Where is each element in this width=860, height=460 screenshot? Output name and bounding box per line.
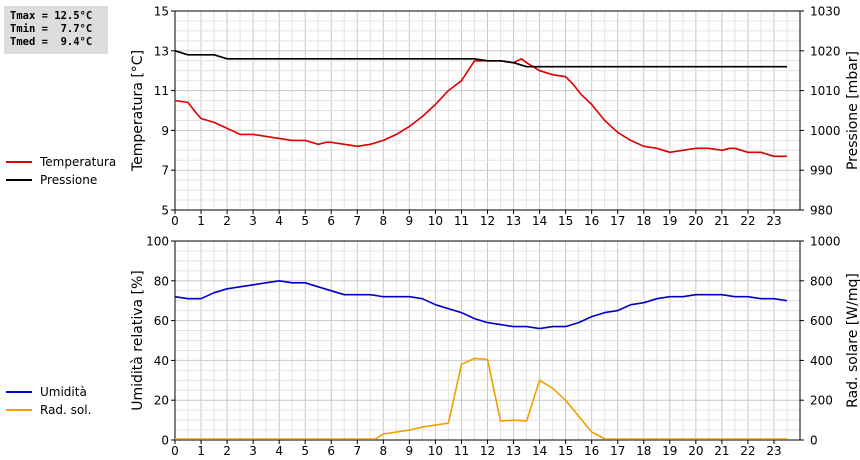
x-tick-label: 17 <box>610 214 625 228</box>
legend-swatch-umidita <box>6 391 32 393</box>
x-tick-label: 8 <box>380 214 388 228</box>
y-tick-label-right: 200 <box>810 394 833 408</box>
x-tick-label: 20 <box>688 214 703 228</box>
x-tick-label: 0 <box>171 444 179 458</box>
y-tick-label-left: 20 <box>154 394 169 408</box>
series-line-umidit <box>174 279 788 330</box>
y-tick-label-right: 1000 <box>810 235 841 249</box>
y-tick-label-right: 600 <box>810 314 833 328</box>
x-tick-label: 5 <box>301 444 309 458</box>
y-axis-title-left: Umidità relativa [%] <box>130 270 146 411</box>
legend-swatch-temperatura <box>6 161 32 163</box>
x-tick-label: 18 <box>636 444 651 458</box>
y-tick-label-right: 400 <box>810 354 833 368</box>
y-axis-title-right: Rad. solare [W/mq] <box>845 273 860 408</box>
y-tick-label-left: 100 <box>146 235 169 249</box>
x-tick-label: 6 <box>327 444 335 458</box>
y-tick-label-left: 11 <box>154 84 169 98</box>
x-tick-label: 23 <box>766 444 781 458</box>
y-tick-label-right: 990 <box>810 164 833 178</box>
x-tick-label: 1 <box>197 444 205 458</box>
legend-label-umidita: Umidità <box>40 385 87 399</box>
y-axis-title-left: Temperatura [°C] <box>130 50 146 172</box>
x-tick-label: 21 <box>714 444 729 458</box>
x-tick-label: 3 <box>249 214 257 228</box>
stats-box: Tmax = 12.5°C Tmin = 7.7°C Tmed = 9.4°C <box>4 6 108 54</box>
series-line-pressione <box>174 50 787 68</box>
legend-swatch-rad-sol <box>6 409 32 411</box>
legend-label-pressione: Pressione <box>40 173 98 187</box>
y-tick-label-left: 0 <box>161 434 169 448</box>
x-tick-label: 16 <box>584 444 599 458</box>
stat-tmed: Tmed = 9.4°C <box>10 36 93 48</box>
y-tick-label-left: 60 <box>154 314 169 328</box>
y-tick-label-right: 1000 <box>810 124 841 138</box>
y-tick-label-left: 9 <box>161 124 169 138</box>
y-tick-label-right: 1010 <box>810 84 841 98</box>
y-tick-label-left: 80 <box>154 274 169 288</box>
y-tick-label-right: 0 <box>810 434 818 448</box>
x-tick-label: 13 <box>506 444 521 458</box>
x-tick-label: 15 <box>558 214 573 228</box>
y-tick-label-right: 1020 <box>810 44 841 58</box>
x-tick-label: 19 <box>662 444 677 458</box>
legend-label-rad-sol: Rad. sol. <box>40 403 92 417</box>
x-tick-label: 11 <box>454 444 469 458</box>
x-tick-label: 10 <box>428 214 443 228</box>
x-tick-label: 8 <box>380 444 388 458</box>
legend-temperatura: Temperatura <box>6 154 116 170</box>
x-tick-label: 2 <box>223 214 231 228</box>
series-line-rad-sol <box>175 357 787 440</box>
y-tick-label-left: 15 <box>154 5 169 19</box>
stat-tmax: Tmax = 12.5°C <box>10 10 93 22</box>
y-tick-label-right: 800 <box>810 274 833 288</box>
x-tick-label: 3 <box>249 444 257 458</box>
x-tick-label: 14 <box>532 214 547 228</box>
x-tick-label: 0 <box>171 214 179 228</box>
temp-pressure-chart: 0 1 2 3 4 5 6 7 8 9 10 11 12 13 14 15 16 17 18 19 20 21 22 2357… <box>130 5 860 229</box>
y-tick-label-left: 5 <box>161 204 169 218</box>
x-tick-label: 6 <box>327 214 335 228</box>
x-tick-label: 12 <box>480 444 495 458</box>
legend-umidita: Umidità <box>6 384 87 400</box>
x-tick-label: 17 <box>610 444 625 458</box>
stat-tmin: Tmin = 7.7°C <box>10 23 93 35</box>
legend-pressione: Pressione <box>6 172 97 188</box>
x-tick-label: 10 <box>428 444 443 458</box>
y-tick-label-left: 13 <box>154 44 169 58</box>
y-axis-title-right: Pressione [mbar] <box>845 51 860 170</box>
x-tick-label: 21 <box>714 214 729 228</box>
x-tick-label: 22 <box>740 444 755 458</box>
x-tick-label: 13 <box>506 214 521 228</box>
x-tick-label: 16 <box>584 214 599 228</box>
humidity-radiation-chart: 0 1 2 3 4 5 6 7 8 9 10 11 12 13 14 15 16 17 18 19 20 21 22 2302… <box>130 235 860 459</box>
x-tick-label: 5 <box>301 214 309 228</box>
x-tick-label: 14 <box>532 444 547 458</box>
x-tick-label: 2 <box>223 444 231 458</box>
x-tick-label: 9 <box>406 444 414 458</box>
series-line-temperatura <box>174 57 787 158</box>
x-tick-label: 20 <box>688 444 703 458</box>
legend-rad-sol: Rad. sol. <box>6 402 91 418</box>
x-tick-label: 11 <box>454 214 469 228</box>
x-tick-label: 18 <box>636 214 651 228</box>
x-tick-label: 7 <box>353 444 361 458</box>
y-tick-label-right: 980 <box>810 204 833 218</box>
x-tick-label: 7 <box>353 214 361 228</box>
y-tick-label-left: 7 <box>161 164 169 178</box>
x-tick-label: 4 <box>275 444 283 458</box>
legend-swatch-pressione <box>6 179 32 181</box>
x-tick-label: 4 <box>275 214 283 228</box>
y-tick-label-right: 1030 <box>810 5 841 19</box>
y-tick-label-left: 40 <box>154 354 169 368</box>
x-tick-label: 12 <box>480 214 495 228</box>
x-tick-label: 9 <box>406 214 414 228</box>
x-tick-label: 15 <box>558 444 573 458</box>
x-tick-label: 22 <box>740 214 755 228</box>
x-tick-label: 23 <box>766 214 781 228</box>
legend-label-temperatura: Temperatura <box>40 155 117 169</box>
x-tick-label: 1 <box>197 214 205 228</box>
x-tick-label: 19 <box>662 214 677 228</box>
